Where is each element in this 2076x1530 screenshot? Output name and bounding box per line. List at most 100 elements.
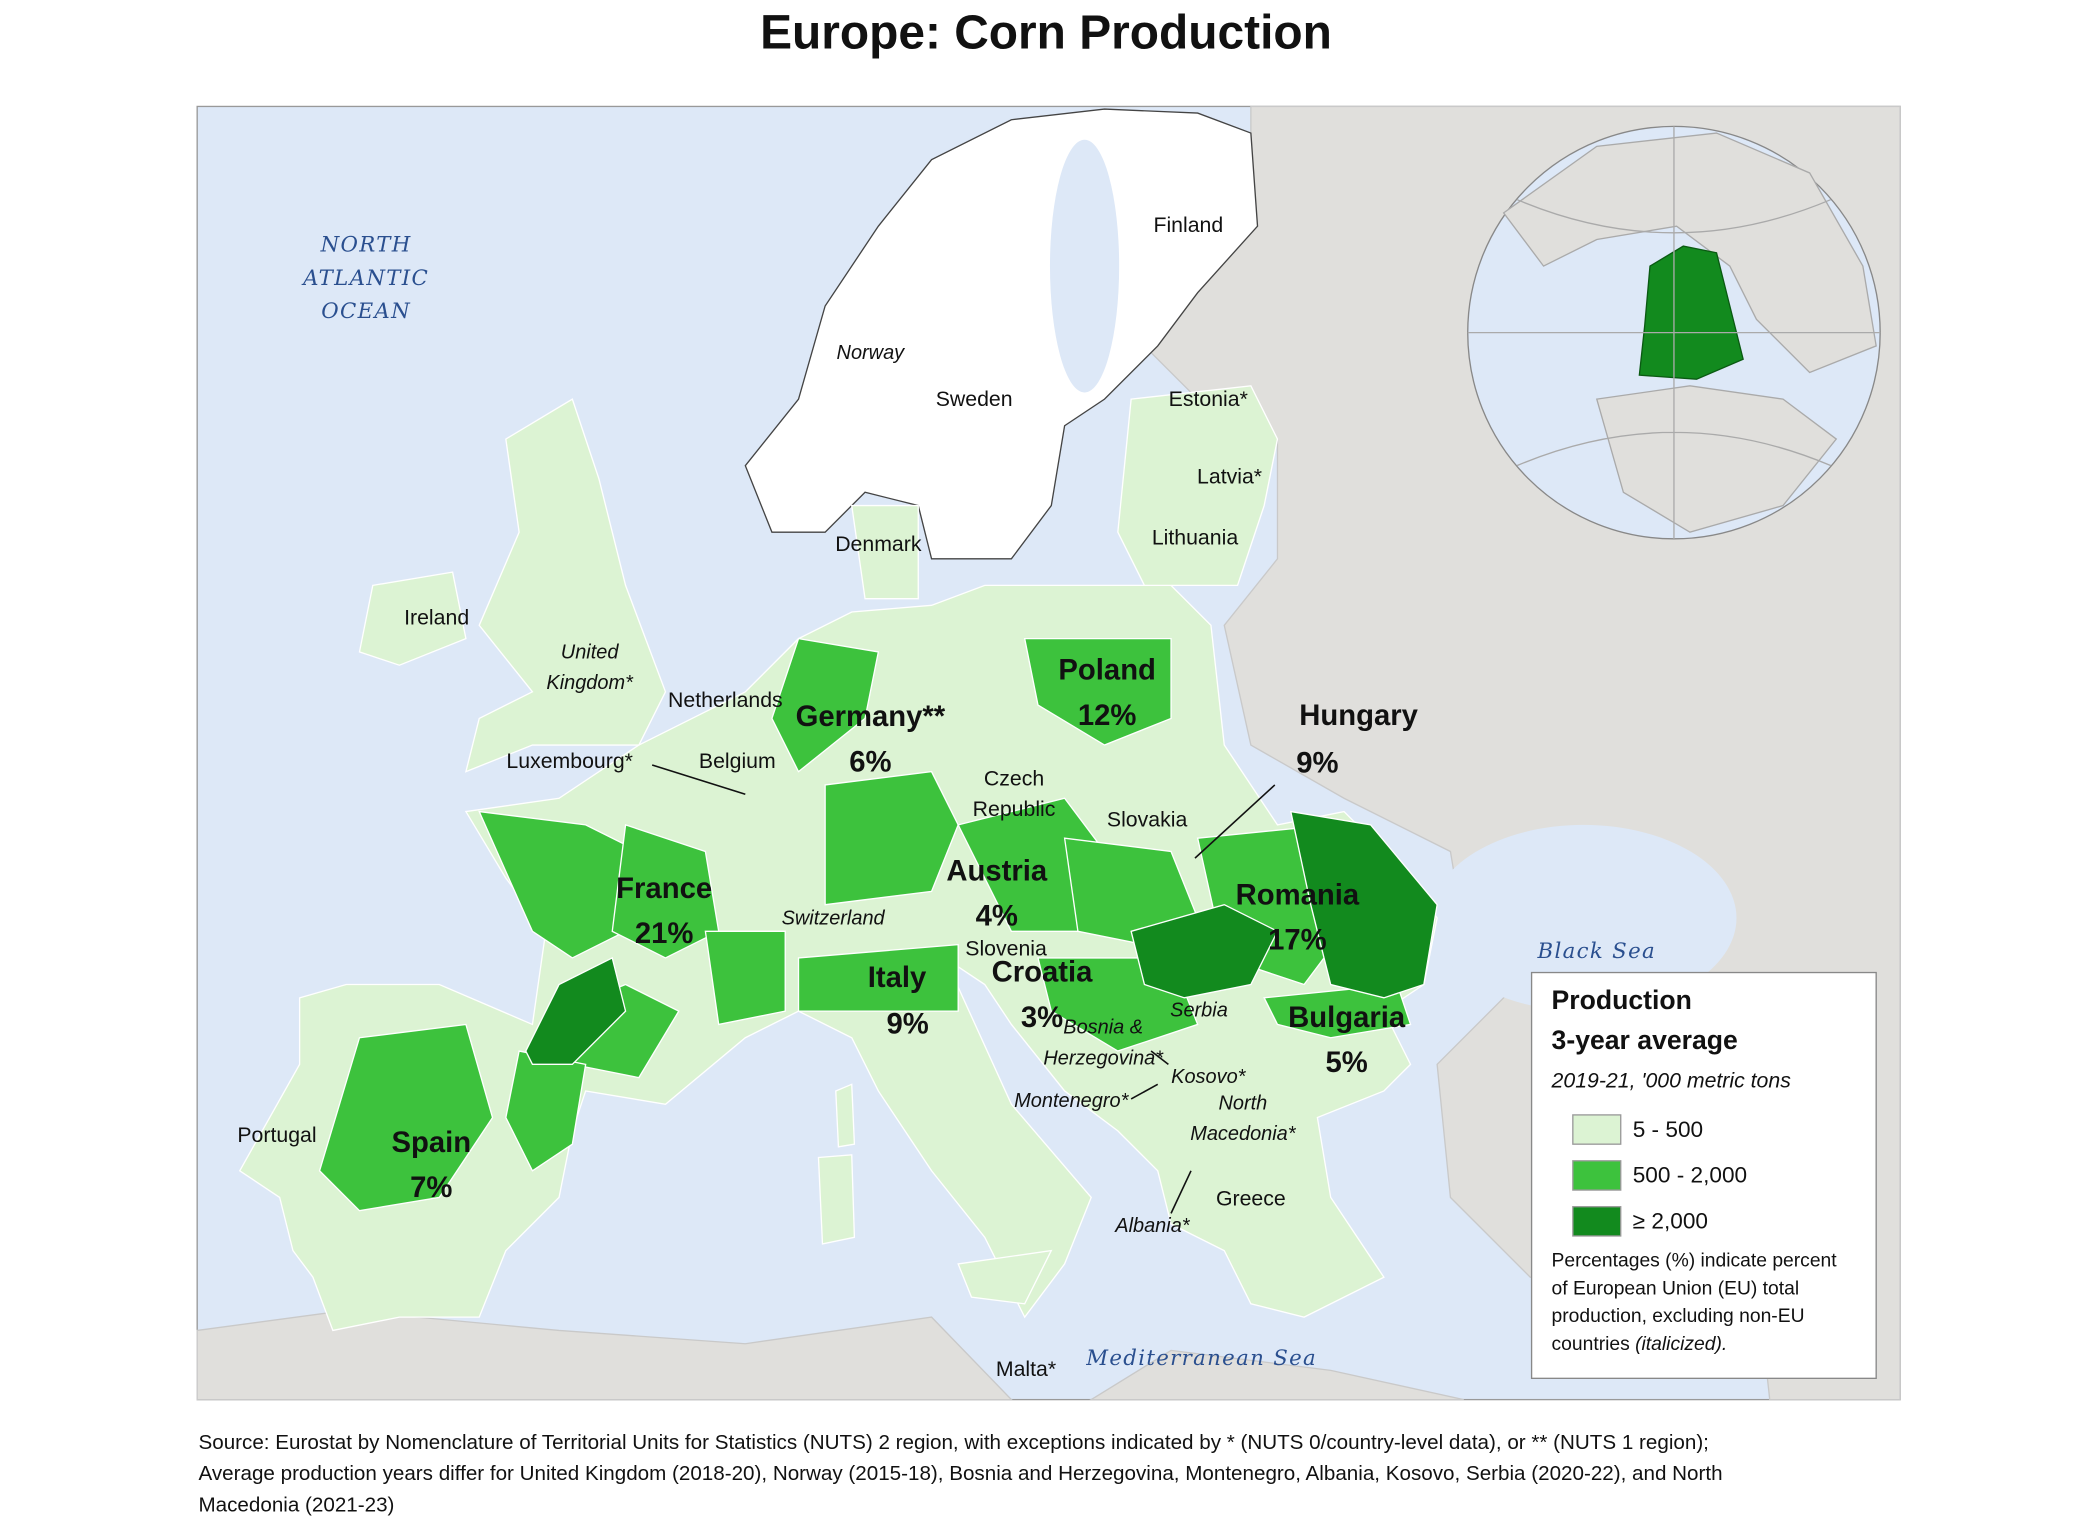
country-label: Czech xyxy=(984,766,1044,790)
legend-swatch xyxy=(1572,1114,1622,1145)
country-label: Malta* xyxy=(996,1357,1056,1381)
legend-note: production, excluding non-EU xyxy=(1552,1306,1805,1327)
source-line: Source: Eurostat by Nomenclature of Terr… xyxy=(198,1431,1708,1454)
country-label: Serbia xyxy=(1170,999,1228,1021)
share-label: 4% xyxy=(976,901,1018,933)
country-label: Slovenia xyxy=(965,937,1047,961)
country-label: Spain xyxy=(392,1127,472,1159)
country-label: Austria xyxy=(946,855,1048,887)
globe xyxy=(1467,125,1881,540)
share-label: 6% xyxy=(849,746,891,778)
region xyxy=(797,943,959,1012)
source: Source: Eurostat by Nomenclature of Terr… xyxy=(198,1431,1722,1517)
region xyxy=(1023,637,1172,746)
leader-line xyxy=(1170,1170,1192,1214)
region xyxy=(704,930,786,1026)
country-label: Republic xyxy=(973,797,1056,821)
share-label: 12% xyxy=(1078,700,1137,732)
country-label: Slovakia xyxy=(1107,808,1188,832)
region xyxy=(1130,903,1279,999)
country-label: Italy xyxy=(868,962,927,994)
source-line: Average production years differ for Unit… xyxy=(198,1462,1722,1485)
country-label: Netherlands xyxy=(668,688,783,712)
country-label: Lithuania xyxy=(1152,525,1238,549)
black-sea xyxy=(1430,824,1737,1012)
region xyxy=(525,956,627,1066)
country-label: Switzerland xyxy=(782,908,886,930)
country-label: Belgium xyxy=(699,749,776,773)
region xyxy=(611,823,720,959)
globe-land xyxy=(1595,385,1838,533)
share-label: 9% xyxy=(1296,748,1338,780)
legend-swatch xyxy=(1572,1160,1622,1191)
legend-label: 5 - 500 xyxy=(1633,1117,1703,1142)
region xyxy=(464,398,667,773)
country-label: Kosovo* xyxy=(1171,1066,1247,1088)
region xyxy=(817,1154,856,1245)
sea-label: Mediterranean Sea xyxy=(1085,1346,1317,1371)
leader-line xyxy=(1130,1083,1159,1100)
share-label: 3% xyxy=(1021,1002,1063,1034)
country-label: Ireland xyxy=(404,605,469,629)
legend: Production 3-year average 2019-21, '000 … xyxy=(1530,971,1877,1379)
country-label: Greece xyxy=(1216,1187,1286,1211)
country-label: United xyxy=(561,642,620,664)
country-label: Montenegro* xyxy=(1014,1090,1129,1112)
country-label: France xyxy=(616,873,712,905)
region xyxy=(771,637,880,773)
legend-title: Production xyxy=(1552,985,1692,1015)
leader-line xyxy=(1150,1050,1169,1065)
ocean-label: NORTH xyxy=(320,233,412,258)
gulf-of-bothnia xyxy=(1049,139,1120,393)
sea-label: Black Sea xyxy=(1537,939,1656,964)
country-label: Poland xyxy=(1058,655,1156,687)
country-label: Finland xyxy=(1153,213,1223,237)
leader-line xyxy=(651,764,746,796)
leader-line xyxy=(1194,784,1276,859)
legend-period: 2019-21, '000 metric tons xyxy=(1551,1068,1792,1092)
region xyxy=(824,770,959,906)
country-label: Sweden xyxy=(936,387,1013,411)
legend-note: countries (italicized). xyxy=(1552,1334,1728,1355)
country-label: Portugal xyxy=(237,1123,316,1147)
country-label: Germany** xyxy=(796,701,946,733)
country-label: Luxembourg* xyxy=(506,749,632,773)
country-label: Latvia* xyxy=(1197,464,1262,488)
country-label: Bosnia & xyxy=(1063,1017,1143,1039)
title: Europe: Corn Production xyxy=(760,7,1332,60)
legend-note: of European Union (EU) total xyxy=(1552,1278,1800,1299)
share-label: 17% xyxy=(1268,925,1327,957)
legend-label: ≥ 2,000 xyxy=(1633,1209,1708,1234)
share-label: 9% xyxy=(886,1008,928,1040)
legend-note-italic: (italicized). xyxy=(1635,1334,1727,1355)
country-label: Kingdom* xyxy=(546,672,634,694)
country-label: Croatia xyxy=(992,957,1094,989)
country-label: Hungary xyxy=(1299,700,1418,732)
legend-subtitle: 3-year average xyxy=(1552,1025,1738,1055)
country-label: Estonia* xyxy=(1169,387,1248,411)
globe-graticule xyxy=(1467,126,1881,539)
source-line: Macedonia (2021-23) xyxy=(198,1494,394,1517)
country-label: Macedonia* xyxy=(1190,1123,1297,1145)
ocean-label: ATLANTIC xyxy=(301,266,429,291)
region xyxy=(318,1023,494,1212)
country-label: North xyxy=(1219,1093,1268,1115)
leader-lines xyxy=(651,764,1276,1214)
legend-note: Percentages (%) indicate percent xyxy=(1552,1250,1838,1271)
africa xyxy=(1088,1349,1464,1401)
region xyxy=(358,571,467,666)
region xyxy=(1289,810,1438,999)
region xyxy=(1117,385,1279,587)
share-label: 21% xyxy=(635,918,694,950)
region xyxy=(850,504,919,600)
country-label: Bulgaria xyxy=(1288,1002,1406,1034)
share-label: 5% xyxy=(1326,1047,1368,1079)
country-label: Albania* xyxy=(1114,1215,1191,1237)
globe-land xyxy=(1502,132,1877,374)
legend-label: 500 - 2,000 xyxy=(1633,1163,1747,1188)
globe-europe xyxy=(1638,245,1744,380)
region xyxy=(835,1083,856,1148)
scandinavia xyxy=(744,108,1259,560)
country-label: Norway xyxy=(837,342,906,364)
labels: NORTH ATLANTIC OCEAN Black Sea Mediterranean… xyxy=(237,213,1656,1381)
